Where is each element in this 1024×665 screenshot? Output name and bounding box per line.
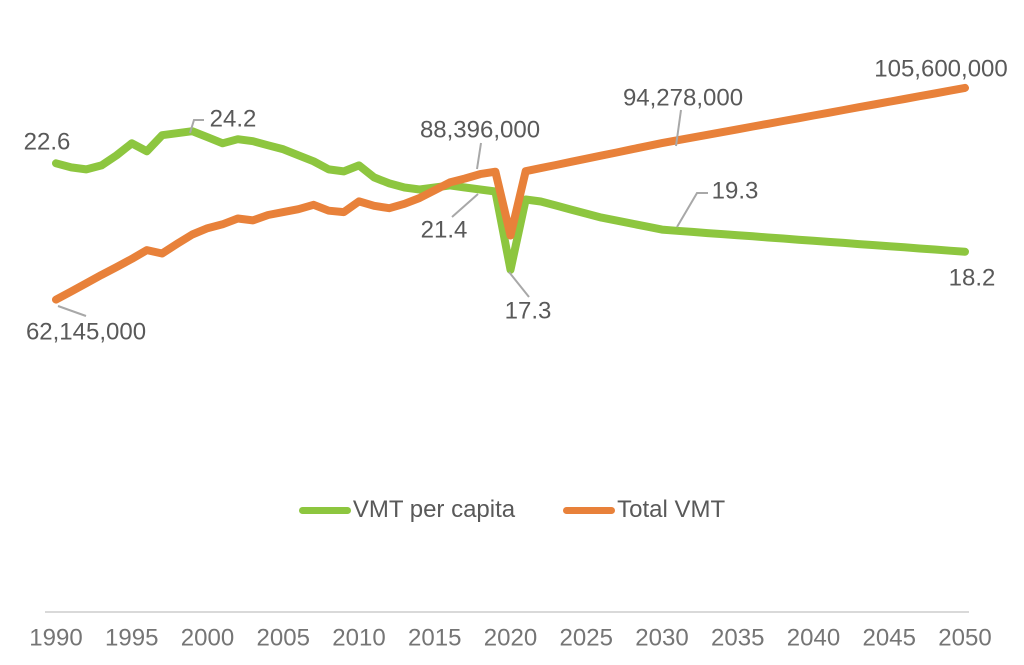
x-tick-label-2015: 2015 xyxy=(408,625,461,652)
x-tick-label-2020: 2020 xyxy=(484,625,537,652)
data-label: 19.3 xyxy=(712,178,759,205)
data-label: 24.2 xyxy=(210,106,257,133)
series-line-total-vmt xyxy=(52,83,969,304)
data-label: 62,145,000 xyxy=(26,319,146,346)
legend-item-vmt-per-capita: VMT per capita xyxy=(298,496,516,524)
x-tick-label-2040: 2040 xyxy=(787,625,840,652)
callout-line xyxy=(57,305,87,317)
x-tick-label-2050: 2050 xyxy=(938,625,991,652)
data-label: 18.2 xyxy=(949,265,996,292)
series-line-vmt-per-capita xyxy=(52,127,969,274)
x-tick-label-2035: 2035 xyxy=(711,625,764,652)
data-label: 94,278,000 xyxy=(623,85,743,112)
x-tick-label-2025: 2025 xyxy=(560,625,613,652)
callout-line xyxy=(675,109,682,147)
data-label: 17.3 xyxy=(505,298,552,325)
callout-line xyxy=(508,271,530,298)
x-tick-label-1990: 1990 xyxy=(29,625,82,652)
data-label: 88,396,000 xyxy=(420,117,540,144)
callout-line xyxy=(476,142,482,170)
callout-line xyxy=(189,119,204,134)
x-tick-label-2005: 2005 xyxy=(257,625,310,652)
total-vmt-swatch-icon xyxy=(563,506,616,514)
x-tick-label-2030: 2030 xyxy=(635,625,688,652)
callout-line xyxy=(676,192,708,228)
legend-item-total-vmt: Total VMT xyxy=(563,496,725,524)
data-label: 22.6 xyxy=(24,129,71,156)
vmt-per-capita-swatch-icon xyxy=(298,506,351,514)
legend-label-total-vmt: Total VMT xyxy=(617,496,726,523)
x-tick-label-2010: 2010 xyxy=(332,625,385,652)
callout-line xyxy=(451,193,479,218)
data-label: 105,600,000 xyxy=(874,56,1007,83)
chart-legend: VMT per capita Total VMT xyxy=(0,496,1024,524)
data-label: 21.4 xyxy=(421,217,468,244)
x-tick-label-2000: 2000 xyxy=(181,625,234,652)
x-tick-label-2045: 2045 xyxy=(863,625,916,652)
x-tick-label-1995: 1995 xyxy=(105,625,158,652)
legend-label-vmt-per-capita: VMT per capita xyxy=(352,496,516,523)
